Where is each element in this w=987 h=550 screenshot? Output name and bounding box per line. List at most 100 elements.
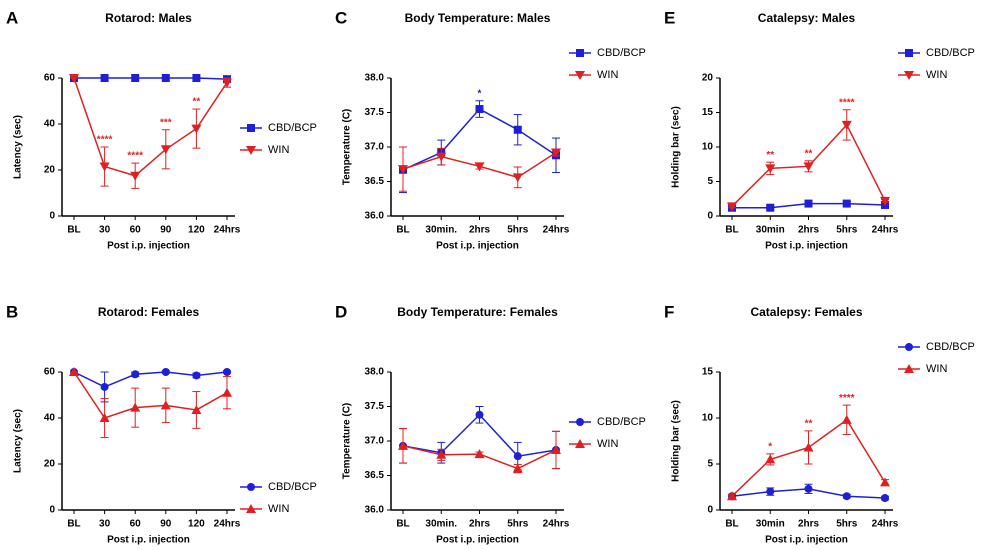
x-tick-label: 30min. [425,225,457,236]
y-axis-label: Temperature (C) [342,403,353,480]
marker [904,364,914,373]
marker [192,371,201,380]
y-axis-label: Temperature (C) [342,109,353,186]
marker [160,400,171,410]
y-tick-label: 20 [702,73,714,84]
marker [842,492,851,501]
x-tick-label: 24hrs [214,519,241,530]
x-tick-label: 60 [130,519,142,530]
panel-letter: B [6,302,18,321]
legend-label: CBD/BCP [268,481,317,493]
y-tick-label: 15 [702,367,714,378]
x-tick-label: BL [67,519,80,530]
y-tick-label: 38.0 [365,73,385,84]
marker [161,74,170,82]
y-tick-label: 60 [44,73,56,84]
marker [100,74,109,82]
y-tick-label: 0 [49,505,55,516]
marker [841,120,852,130]
x-tick-label: 90 [160,519,172,530]
marker [904,71,914,80]
marker [512,463,523,473]
x-tick-label: 120 [188,225,205,236]
x-tick-label: 90 [160,225,172,236]
marker [727,202,737,212]
x-tick-label: 2hrs [469,225,491,236]
y-tick-label: 20 [44,165,56,176]
x-tick-label: BL [725,225,738,236]
marker [766,487,775,496]
marker [475,410,484,419]
significance: **** [127,151,143,162]
x-tick-label: BL [725,519,738,530]
chart-title: Catalepsy: Males [758,11,856,25]
legend-label: CBD/BCP [268,122,317,134]
y-tick-label: 37.0 [365,142,385,153]
significance: ** [193,97,201,108]
x-tick-label: 24hrs [872,519,899,530]
x-tick-label: BL [396,225,409,236]
marker [99,413,110,422]
marker [130,171,141,181]
marker [513,125,522,134]
x-axis-label: Post i.p. injection [107,241,190,252]
legend-label: WIN [926,363,947,375]
significance: ** [805,419,813,430]
x-tick-label: 24hrs [543,519,570,530]
marker [576,418,584,426]
marker [247,124,255,132]
y-tick-label: 5 [707,176,713,187]
y-tick-label: 5 [707,459,713,470]
chart-title: Body Temperature: Females [397,305,558,319]
panel-letter: C [335,8,347,27]
significance: **** [839,97,855,108]
y-axis-label: Holding bar (sec) [671,106,682,188]
marker [246,504,256,513]
x-tick-label: 120 [188,519,205,530]
marker [905,49,913,57]
legend-label: WIN [597,438,618,450]
significance: ** [766,150,774,161]
panel-letter: D [335,302,347,321]
legend-label: CBD/BCP [597,416,646,428]
marker [191,404,202,414]
y-tick-label: 0 [49,211,55,222]
legend-label: CBD/BCP [926,47,975,59]
x-tick-label: BL [67,225,80,236]
y-tick-label: 36.0 [365,505,385,516]
x-tick-label: 30 [99,519,111,530]
x-tick-label: 30min. [425,519,457,530]
marker [131,74,140,82]
y-tick-label: 60 [44,367,56,378]
marker [881,494,889,503]
x-axis-label: Post i.p. injection [765,535,848,546]
legend-label: CBD/BCP [926,341,975,353]
panel-letter: F [664,302,674,321]
marker [161,368,170,376]
marker [766,203,775,212]
x-tick-label: 2hrs [798,519,820,530]
marker [130,402,141,412]
marker [99,162,110,172]
legend-label: CBD/BCP [597,47,646,59]
x-tick-label: 30 [99,225,111,236]
series-line [402,108,557,171]
series-line [73,77,228,177]
significance: **** [97,135,113,146]
marker [223,368,231,376]
marker [727,491,737,501]
chart-title: Rotarod: Males [105,11,192,25]
marker [398,165,408,175]
y-tick-label: 40 [44,119,56,130]
x-axis-label: Post i.p. injection [436,241,519,252]
x-tick-label: 5hrs [836,519,858,530]
y-tick-label: 36.5 [365,176,385,187]
marker [69,367,79,376]
x-tick-label: 5hrs [836,225,858,236]
marker [803,442,814,452]
marker [436,449,447,459]
y-tick-label: 37.5 [365,107,385,118]
y-tick-label: 37.5 [365,401,385,412]
marker [131,370,140,379]
y-tick-label: 10 [702,413,714,424]
